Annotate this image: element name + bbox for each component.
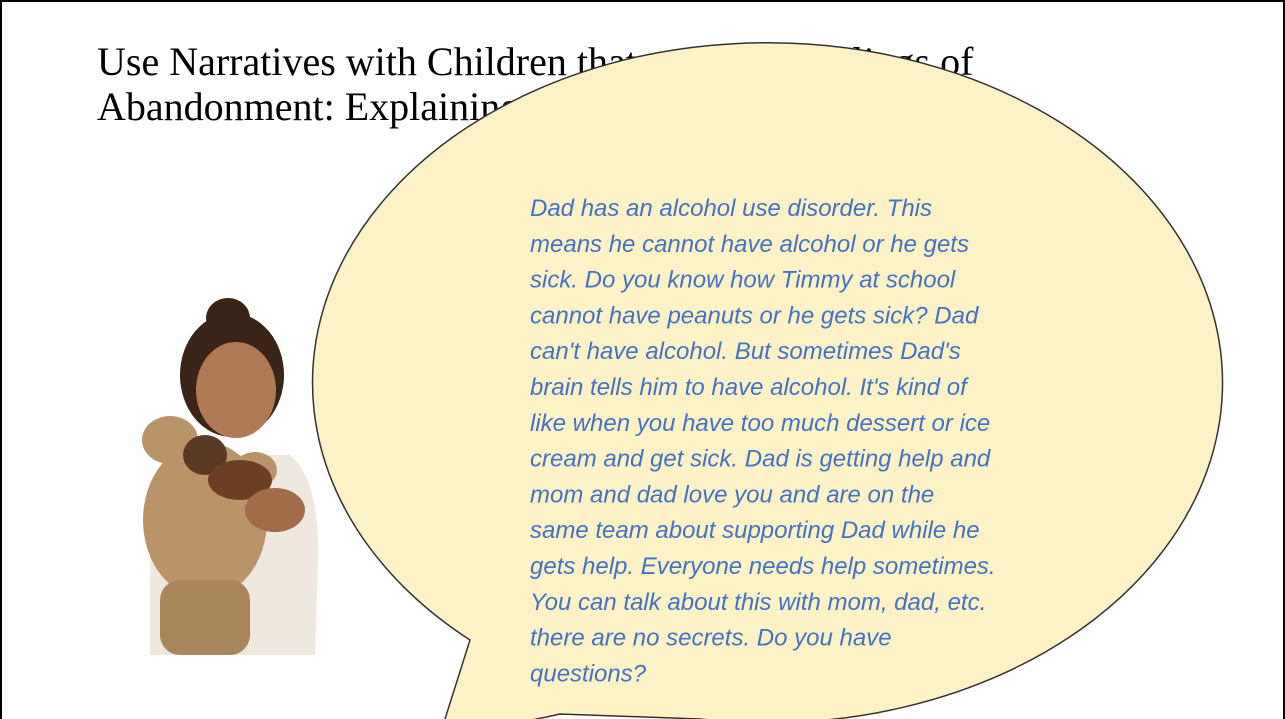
bubble-line: brain tells him to have alcohol. It's ki… xyxy=(530,374,969,401)
bubble-line: can't have alcohol. But sometimes Dad's xyxy=(530,338,961,365)
bubble-line: like when you have too much dessert or i… xyxy=(530,410,990,437)
bubble-line: cannot have peanuts or he gets sick? Dad xyxy=(530,302,979,329)
bubble-line: Dad has an alcohol use disorder. This xyxy=(530,195,932,222)
bubble-line: same team about supporting Dad while he xyxy=(530,517,980,544)
bubble-line: there are no secrets. Do you have xyxy=(530,625,892,652)
slide: Use Narratives with Children that mitiga… xyxy=(0,0,1285,719)
page: Use Narratives with Children that mitiga… xyxy=(0,0,1285,719)
bubble-line: sick. Do you know how Timmy at school xyxy=(530,267,956,294)
bubble-line: mom and dad love you and are on the xyxy=(530,481,934,508)
bubble-line: gets help. Everyone needs help sometimes… xyxy=(530,553,996,580)
bubble-line: You can talk about this with mom, dad, e… xyxy=(530,589,986,616)
bubble-line: means he cannot have alcohol or he gets xyxy=(530,231,969,258)
bubble-line: questions? xyxy=(530,660,647,687)
bubble-line: cream and get sick. Dad is getting help … xyxy=(530,446,991,473)
